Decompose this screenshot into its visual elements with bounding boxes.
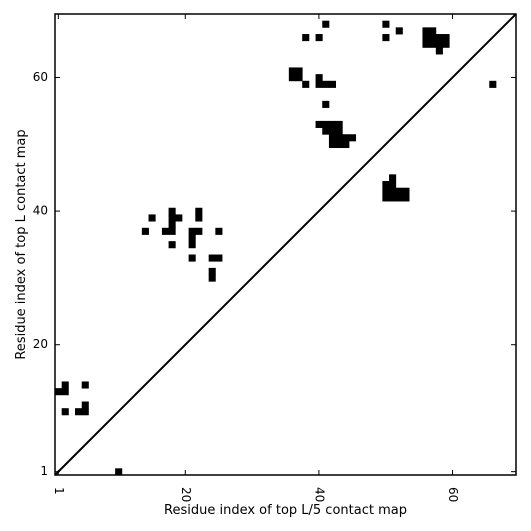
contact-cell [208,267,216,275]
contact-cell [389,187,397,195]
contact-cell [335,127,343,135]
contact-cell [61,388,69,396]
contact-cell [382,181,390,189]
contact-cell [322,127,330,135]
contact-cell [175,214,183,222]
y-axis-label: Residue index of top L contact map [14,129,29,359]
contact-cell [335,134,343,142]
contact-cell [402,187,410,195]
contact-cell [115,468,123,476]
contact-cell [382,34,390,42]
contact-cell [188,227,196,235]
contact-cell [422,34,430,42]
contact-cell [61,381,69,389]
contact-cell [168,214,176,222]
contact-cell [402,194,410,202]
contact-cell [328,120,337,128]
contact-cell [435,47,443,55]
contact-cell [81,381,89,389]
contact-cell [195,214,203,222]
contact-cell [288,74,296,82]
contact-cell [188,234,196,242]
contact-cell [215,254,223,262]
plot-area-frame [54,13,517,476]
contact-cell [75,408,83,416]
contact-cell [422,27,430,35]
contact-cell [382,20,390,28]
y-tick-label: 60 [33,70,48,84]
contact-cell [442,40,450,48]
contact-cell [188,241,196,249]
x-axis-label: Residue index of top L/5 contact map [164,503,407,518]
contact-cell [322,100,330,108]
contact-cell [489,80,497,88]
contact-cell [429,27,437,35]
contact-cell [61,408,69,416]
contact-cell [322,120,330,128]
contact-cell [315,34,323,42]
contact-cell [208,254,216,262]
contact-cell [315,120,323,128]
contact-cell [335,120,343,128]
y-tick-label: 40 [33,204,48,218]
contact-cell [195,207,203,215]
contact-cell [335,140,343,149]
contact-cell [55,388,63,396]
contact-cell [195,227,203,235]
diagonal-line [54,13,517,476]
contact-cell [328,80,337,88]
contact-cell [422,40,430,48]
contact-cell [389,194,397,202]
contact-cell [322,20,330,28]
contact-cell [168,207,176,215]
contact-cell [168,241,176,249]
contact-cell [81,408,89,416]
contact-cell [215,227,223,235]
contact-cell [382,187,390,195]
contact-cell [429,40,437,48]
contact-cell [141,227,149,235]
contact-cell [168,227,176,235]
x-tick-label: 20 [179,487,193,502]
contact-cell [161,227,169,235]
contact-cell [435,40,443,48]
x-tick-label: 1 [52,487,66,495]
x-tick-label: 40 [312,487,326,502]
contact-cell [442,34,450,42]
contact-cell [295,67,303,75]
contact-cell [435,34,443,42]
contact-cell [395,187,403,195]
y-tick-label: 20 [33,337,48,351]
contact-cell [389,174,397,182]
contact-cell [328,127,337,135]
y-tick-label: 1 [40,464,48,478]
contact-cell [328,134,337,142]
contact-cell [295,74,303,82]
contact-cell [348,134,357,142]
contact-cell [148,214,156,222]
contact-cell [342,134,350,142]
contact-cell [168,221,176,229]
contact-cell [322,80,330,88]
contact-cell [342,140,350,149]
x-tick-label: 60 [446,487,460,502]
contact-cell [328,140,337,149]
contact-cell [208,274,216,282]
axis-ticks: 1 20 40 60 1 20 40 60 [33,14,516,502]
contact-cell [315,80,323,88]
contact-cell [302,34,310,42]
contact-cell [395,27,403,35]
contact-cell [81,401,89,409]
contact-cell [188,254,196,262]
contact-cell [395,194,403,202]
contact-cell [389,181,397,189]
contact-cells [55,20,497,476]
contact-cell [288,67,296,75]
contact-cell [315,74,323,82]
contact-cell [382,194,390,202]
contact-cell [302,80,310,88]
contact-cell [429,34,437,42]
